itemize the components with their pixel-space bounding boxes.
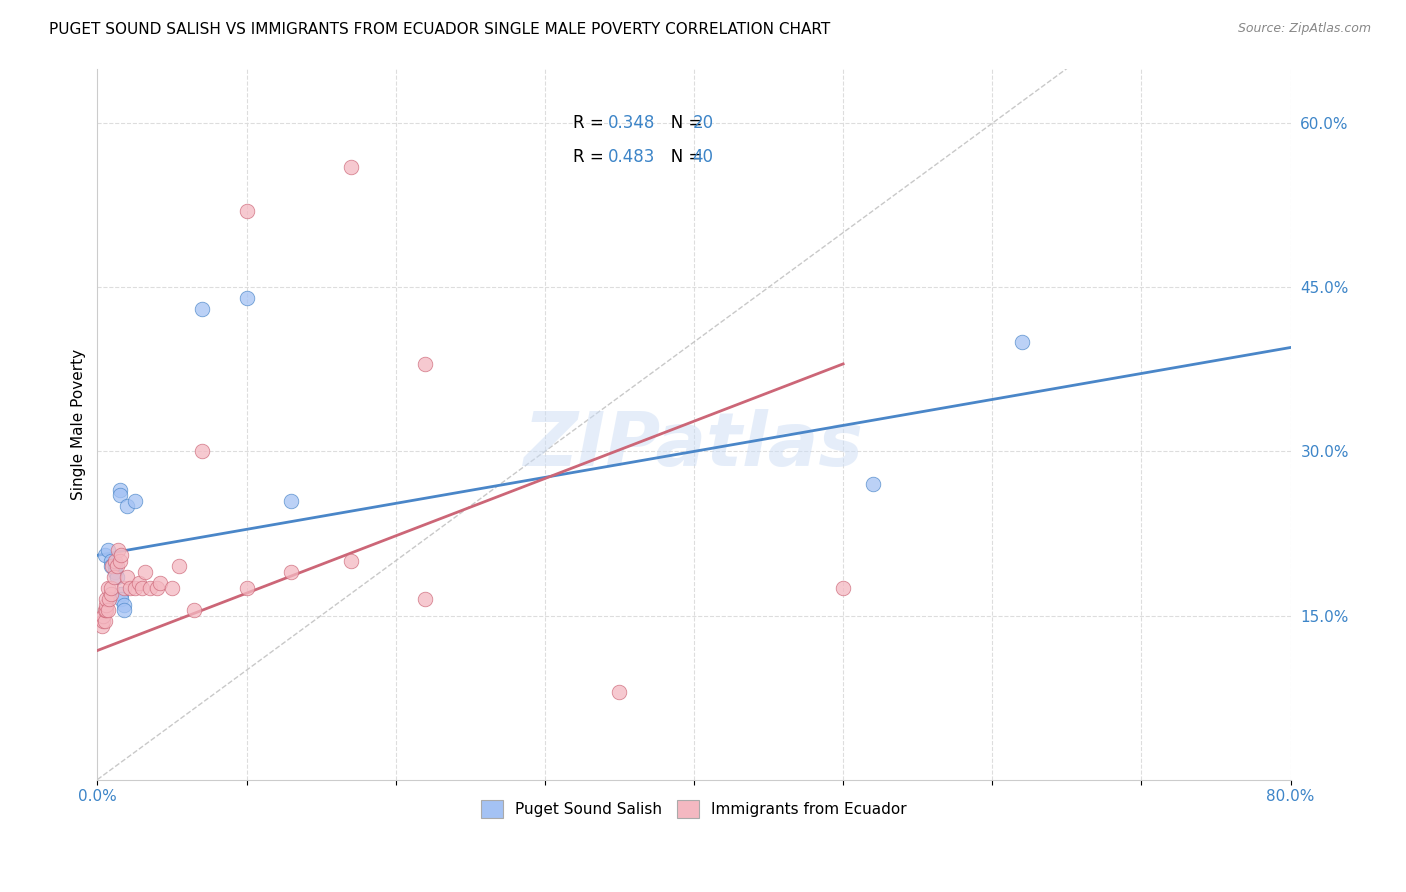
Point — [108, 554, 131, 568]
Point — [94, 614, 117, 628]
Point — [340, 554, 363, 568]
Point — [832, 581, 855, 595]
Point — [340, 160, 363, 174]
Point — [149, 575, 172, 590]
Point — [115, 570, 138, 584]
Point — [90, 619, 112, 633]
Point — [97, 581, 120, 595]
Point — [415, 592, 437, 607]
Point — [104, 554, 127, 568]
Point — [120, 581, 142, 595]
Text: PUGET SOUND SALISH VS IMMIGRANTS FROM ECUADOR SINGLE MALE POVERTY CORRELATION CH: PUGET SOUND SALISH VS IMMIGRANTS FROM EC… — [49, 22, 831, 37]
Point — [107, 542, 129, 557]
Point — [190, 444, 212, 458]
Point — [112, 603, 135, 617]
Point — [124, 493, 146, 508]
Point — [1011, 334, 1033, 349]
Point — [134, 565, 156, 579]
Text: 0.348: 0.348 — [609, 113, 655, 132]
Point — [91, 608, 114, 623]
Point — [105, 559, 128, 574]
Point — [108, 483, 131, 497]
Point — [190, 302, 212, 317]
Text: Source: ZipAtlas.com: Source: ZipAtlas.com — [1237, 22, 1371, 36]
Text: R =: R = — [574, 113, 609, 132]
Point — [235, 203, 257, 218]
Point — [97, 603, 120, 617]
Point — [128, 575, 150, 590]
Point — [97, 542, 120, 557]
Text: N =: N = — [655, 113, 707, 132]
Text: R =: R = — [574, 148, 609, 166]
Point — [96, 592, 118, 607]
Text: 40: 40 — [693, 148, 713, 166]
Point — [96, 603, 118, 617]
Point — [112, 581, 135, 595]
Point — [235, 291, 257, 305]
Point — [110, 549, 132, 563]
Point — [96, 598, 118, 612]
Point — [609, 685, 631, 699]
Point — [105, 570, 128, 584]
Point — [94, 603, 117, 617]
Text: 0.483: 0.483 — [609, 148, 655, 166]
Point — [110, 587, 132, 601]
Point — [94, 549, 117, 563]
Point — [280, 493, 302, 508]
Y-axis label: Single Male Poverty: Single Male Poverty — [72, 349, 86, 500]
Text: ZIPatlas: ZIPatlas — [524, 409, 863, 482]
Point — [862, 477, 884, 491]
Point — [146, 581, 169, 595]
Point — [131, 581, 153, 595]
Point — [98, 592, 121, 607]
Text: N =: N = — [655, 148, 707, 166]
Point — [100, 554, 122, 568]
Text: 20: 20 — [693, 113, 714, 132]
Point — [104, 559, 127, 574]
Point — [91, 614, 114, 628]
Point — [138, 581, 160, 595]
Point — [235, 581, 257, 595]
Point — [103, 570, 125, 584]
Point — [280, 565, 302, 579]
Point — [112, 598, 135, 612]
Point — [100, 581, 122, 595]
Point — [415, 357, 437, 371]
Point — [110, 592, 132, 607]
Point — [101, 559, 124, 574]
Point — [115, 499, 138, 513]
Point — [183, 603, 205, 617]
Point — [100, 587, 122, 601]
Point — [108, 488, 131, 502]
Point — [104, 565, 127, 579]
Point — [160, 581, 183, 595]
Point — [100, 559, 122, 574]
Point — [124, 581, 146, 595]
Legend: Puget Sound Salish, Immigrants from Ecuador: Puget Sound Salish, Immigrants from Ecua… — [474, 792, 914, 825]
Point — [169, 559, 191, 574]
